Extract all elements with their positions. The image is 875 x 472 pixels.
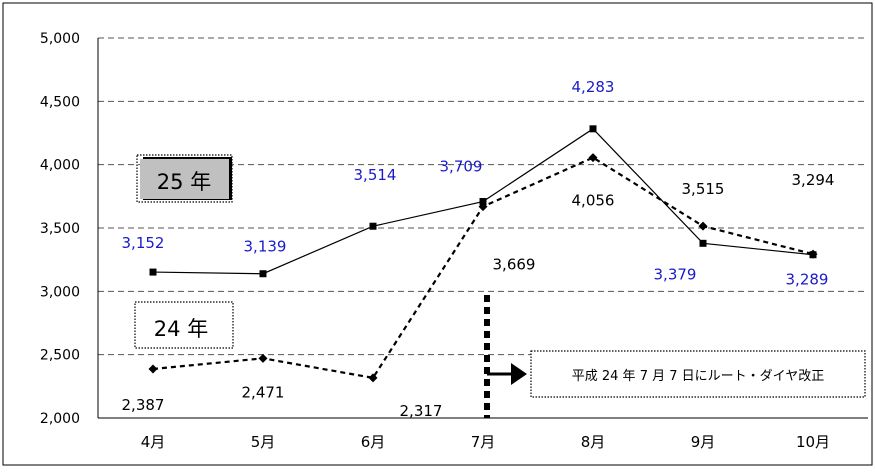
x-tick-label: 10月	[796, 433, 830, 451]
y-tick-label: 4,000	[40, 158, 80, 174]
series-25-point	[479, 198, 487, 206]
y-tick-label: 3,500	[40, 221, 80, 237]
x-tick-label: 8月	[581, 433, 606, 451]
series-25	[149, 125, 817, 278]
y-tick-label: 2,000	[40, 411, 80, 427]
series-24-point	[148, 364, 158, 374]
series-25-point	[259, 270, 267, 278]
x-tick-label: 6月	[361, 433, 386, 451]
series-25-point	[149, 268, 157, 276]
data-label-24: 2,317	[400, 402, 443, 420]
series-25-point	[699, 239, 707, 247]
series-25-point	[809, 251, 817, 259]
data-label-25: 3,139	[244, 238, 287, 256]
x-tick-label: 7月	[471, 433, 496, 451]
legend-25-label: 25 年	[157, 170, 211, 194]
x-tick-label: 4月	[141, 433, 166, 451]
y-tick-label: 4,500	[40, 94, 80, 110]
legend-24-box	[134, 301, 234, 349]
data-label-24: 3,515	[682, 180, 725, 198]
data-label-24: 3,294	[792, 171, 835, 189]
axes	[97, 38, 868, 419]
y-tick-label: 2,500	[40, 348, 80, 364]
data-label-25: 3,379	[654, 265, 697, 283]
data-label-25: 3,514	[354, 166, 397, 184]
series-24-point	[258, 353, 268, 363]
series-24-point	[588, 153, 598, 163]
annotation-text: 平成 24 年 7 月 7 日にルート・ダイヤ改正	[572, 369, 825, 384]
legend-24-label: 24 年	[154, 317, 208, 341]
data-label-25: 3,289	[786, 271, 829, 289]
series-24-point	[368, 373, 378, 383]
x-tick-label: 9月	[691, 433, 716, 451]
annotation-arrow-icon	[511, 363, 527, 385]
data-label-24: 4,056	[572, 192, 615, 210]
x-tick-label: 5月	[251, 433, 276, 451]
legend-25-border	[136, 154, 233, 203]
legend-25-box	[140, 159, 229, 199]
data-label-25: 3,152	[122, 234, 165, 252]
annotation: 平成 24 年 7 月 7 日にルート・ダイヤ改正	[484, 295, 866, 418]
legend: 25 年 24 年	[134, 154, 234, 349]
series-25-point	[369, 222, 377, 230]
data-label-24: 2,471	[242, 383, 285, 401]
data-label-24: 3,669	[493, 256, 536, 274]
annotation-box	[530, 350, 866, 398]
y-tick-labels: 2,000 2,500 3,000 3,500 4,000 4,500 5,000	[40, 31, 80, 427]
data-labels: 3,152 3,139 3,514 3,709 4,283 3,379 3,289 2,387…	[122, 78, 835, 420]
y-tick-label: 3,000	[40, 284, 80, 300]
y-tick-label: 5,000	[40, 31, 80, 47]
data-label-25: 3,709	[440, 158, 483, 176]
series-25-point	[589, 125, 597, 133]
data-label-24: 2,387	[122, 396, 165, 414]
series-24-point	[698, 221, 708, 231]
data-label-25: 4,283	[572, 78, 615, 96]
x-tick-labels: 4月 5月 6月 7月 8月 9月 10月	[141, 433, 830, 451]
